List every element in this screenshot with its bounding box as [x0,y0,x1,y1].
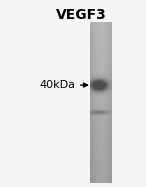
Text: 40kDa: 40kDa [40,80,76,90]
Text: VEGF3: VEGF3 [56,8,107,22]
